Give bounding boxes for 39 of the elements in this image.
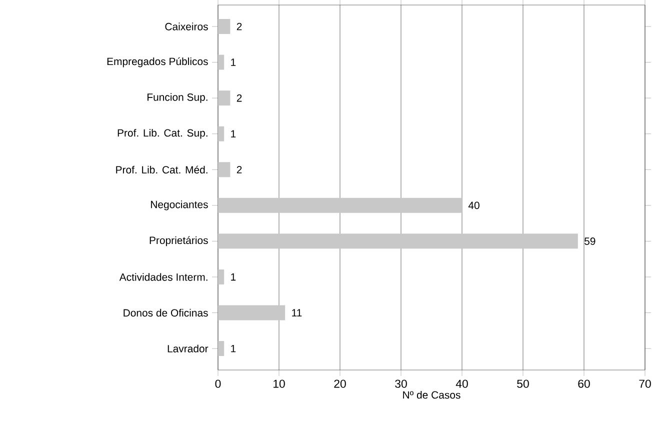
data-label: 40 [468, 202, 480, 210]
data-label: 1 [231, 58, 236, 66]
x-tick-label: 20 [334, 380, 346, 388]
data-label: 1 [231, 130, 236, 138]
data-label: 1 [231, 344, 236, 352]
bar [218, 162, 230, 178]
y-tick-label: Prof. Lib. Cat. Méd. [116, 166, 208, 174]
x-axis-title: Nº de Casos [403, 390, 460, 399]
y-tick-label: Lavrador [168, 344, 208, 352]
data-label: 1 [231, 273, 236, 281]
y-tick-label: Negociantes [151, 200, 208, 210]
bar [218, 234, 578, 249]
data-label: 2 [236, 94, 242, 102]
data-label: 59 [584, 237, 596, 245]
x-tick-label: 40 [456, 380, 468, 388]
y-tick-label: Funcion Sup. [148, 93, 208, 103]
bar [218, 341, 224, 356]
y-tick-label: Caixeiros [165, 22, 208, 30]
x-tick-label: 10 [274, 380, 285, 388]
y-tick-label: Actividades Interm. [119, 273, 208, 281]
bar [218, 198, 462, 213]
x-tick-label: 0 [215, 380, 221, 388]
bar [218, 18, 230, 34]
x-tick-label: 60 [578, 380, 590, 388]
bar [218, 305, 286, 320]
bar [218, 90, 230, 106]
y-tick-label: Donos de Oficinas [124, 308, 208, 317]
x-tick-label: 30 [395, 380, 407, 388]
y-tick-label: Proprietários [150, 236, 208, 246]
bar [218, 126, 224, 142]
data-label: 11 [292, 309, 302, 316]
y-tick-label: Empregados Públicos [107, 57, 208, 68]
bar [218, 269, 224, 284]
bar [218, 54, 224, 70]
data-label: 2 [236, 22, 242, 30]
x-tick-label: 50 [517, 380, 529, 388]
y-tick-label: Prof. Lib. Cat. Sup. [118, 128, 208, 139]
data-label: 2 [236, 166, 242, 174]
x-tick-label: 70 [639, 380, 651, 388]
